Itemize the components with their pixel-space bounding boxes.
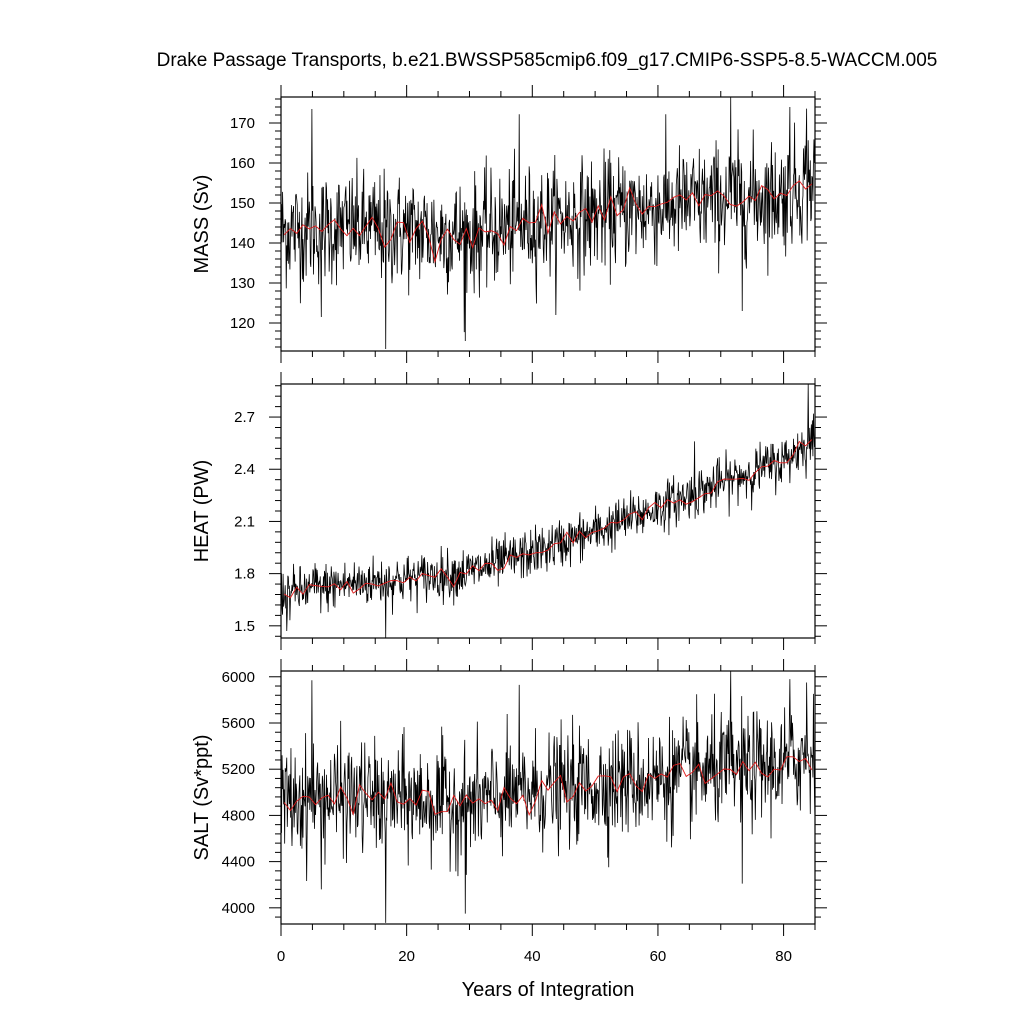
y-tick-label: 5600	[222, 715, 255, 732]
y-tick-label: 2.7	[234, 409, 255, 426]
y-axis-title: HEAT (PW)	[191, 460, 213, 563]
series-annual-mean-line	[283, 756, 813, 817]
y-tick-label: 170	[230, 115, 255, 132]
y-tick-label: 2.4	[234, 461, 255, 478]
y-tick-label: 5200	[222, 761, 255, 778]
y-tick-label: 4000	[222, 900, 255, 917]
x-tick-label: 80	[775, 948, 792, 965]
y-tick-label: 4800	[222, 807, 255, 824]
series-monthly-line	[281, 671, 815, 923]
y-tick-label: 150	[230, 195, 255, 212]
chart-title: Drake Passage Transports, b.e21.BWSSP585…	[157, 50, 938, 71]
y-tick-label: 140	[230, 235, 255, 252]
series-annual-mean-line	[283, 180, 813, 264]
y-tick-label: 120	[230, 315, 255, 332]
panel-frame	[280, 383, 816, 639]
x-axis-title: Years of Integration	[462, 979, 635, 1001]
y-tick-label: 1.5	[234, 618, 255, 635]
x-tick-label: 20	[398, 948, 415, 965]
y-tick-label: 160	[230, 155, 255, 172]
y-axis-title: SALT (Sv*ppt)	[191, 735, 213, 861]
y-tick-label: 6000	[222, 669, 255, 686]
panel-2: 1.5 1.8 2.1 2.4 2.7 HEAT (PW)	[191, 372, 827, 650]
y-tick-label: 4400	[222, 854, 255, 871]
series-monthly-line	[281, 384, 815, 638]
series-annual-mean-line	[283, 439, 813, 599]
panel-1: 120 130 140 150 160 170 MASS (Sv)	[191, 85, 827, 363]
y-tick-label: 2.1	[234, 513, 255, 530]
panels-group: 120 130 140 150 160 170 MASS (Sv) 1.5 1.8 2.1 2.4 2…	[191, 85, 827, 965]
panel-3: 4000 4400 4800 5200 5600 6000 SALT (Sv*ppt)	[191, 659, 827, 936]
y-tick-label: 130	[230, 275, 255, 292]
x-tick-label: 40	[524, 948, 541, 965]
panel-frame	[280, 96, 816, 352]
panel-frame	[280, 670, 816, 925]
x-tick-label: 0	[277, 948, 285, 965]
y-axis-title: MASS (Sv)	[191, 175, 213, 274]
series-monthly-line	[281, 97, 815, 350]
x-tick-label: 60	[650, 948, 667, 965]
y-tick-label: 1.8	[234, 566, 255, 583]
